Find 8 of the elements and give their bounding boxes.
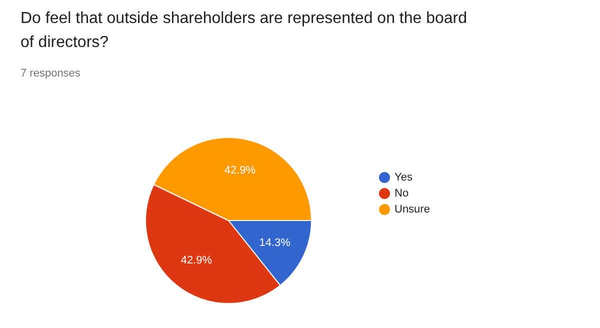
legend-label: Yes bbox=[394, 172, 413, 184]
data-label: 42.9% bbox=[224, 164, 256, 176]
data-label: 14.3% bbox=[259, 236, 291, 249]
legend-label: Unsure bbox=[394, 204, 430, 216]
data-label: 42.9% bbox=[180, 254, 212, 267]
chart-title: Do feel that outside shareholders are represented on the board of directors? bbox=[20, 10, 468, 51]
legend-label: No bbox=[394, 188, 409, 200]
text: 7 responses bbox=[20, 68, 81, 80]
